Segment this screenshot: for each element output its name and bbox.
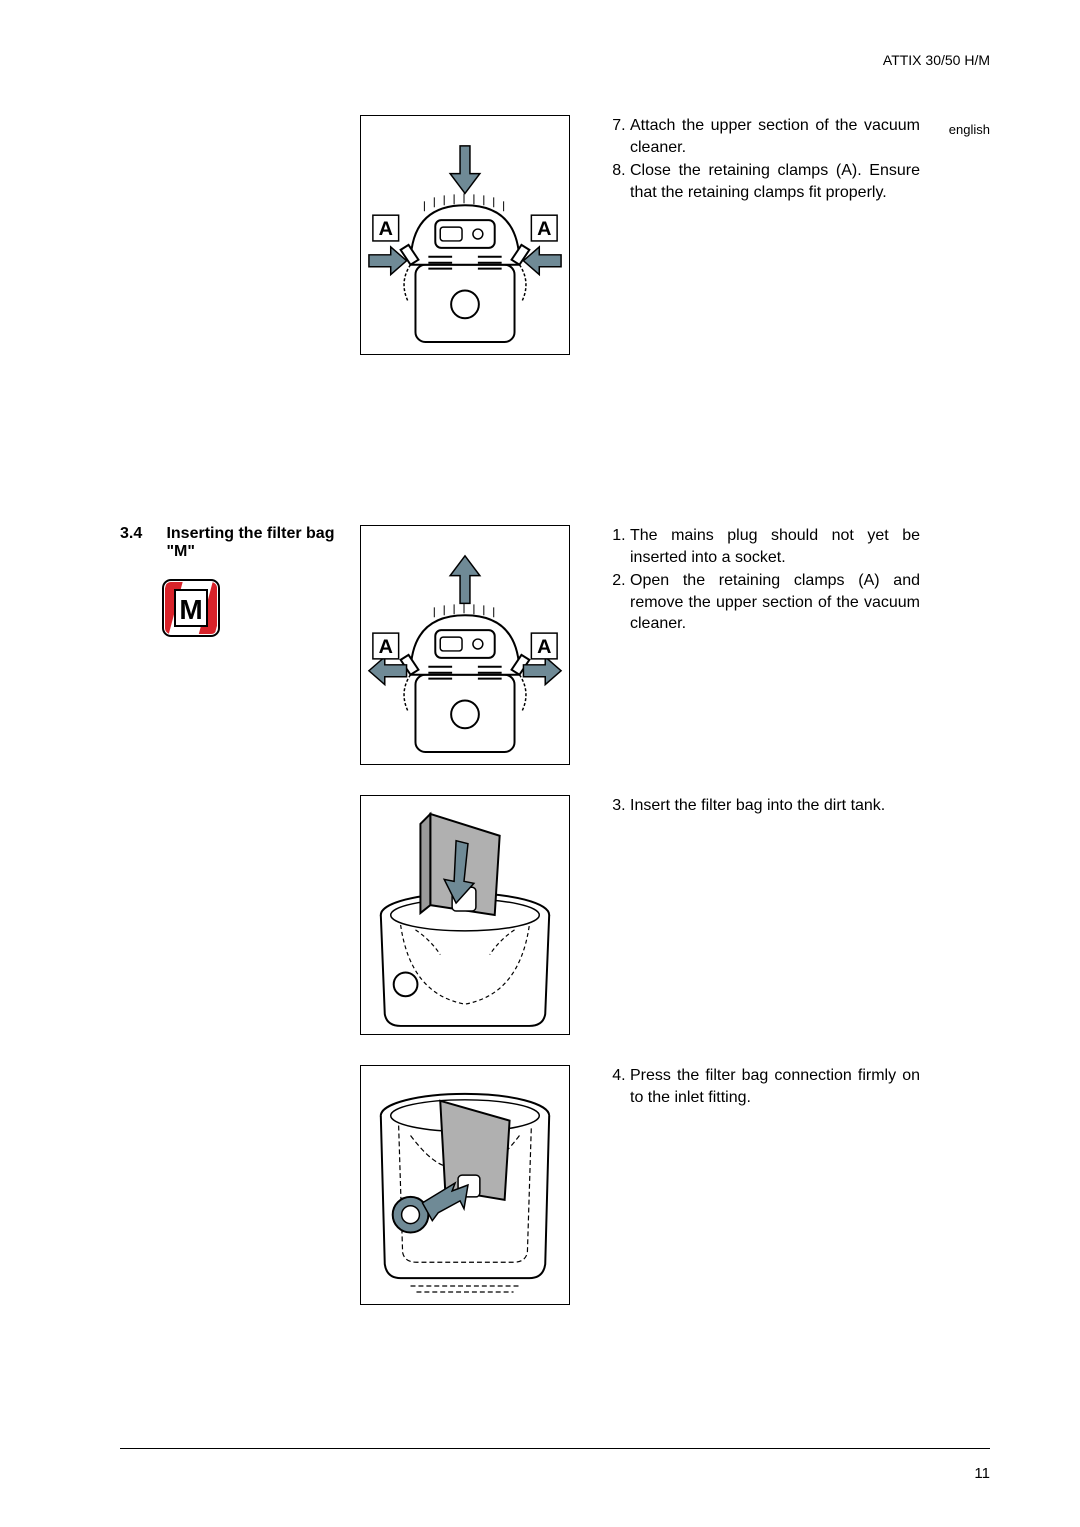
diagram-insert-bag bbox=[360, 795, 570, 1035]
step-8: Close the retaining clamps (A). Ensure t… bbox=[630, 160, 920, 203]
diagram-press-connection bbox=[360, 1065, 570, 1305]
class-m-icon: M bbox=[162, 579, 220, 637]
steps-4: Press the filter bag connection firmly o… bbox=[608, 1065, 920, 1108]
step-1: The mains plug should not yet be inserte… bbox=[630, 525, 920, 568]
svg-text:A: A bbox=[379, 636, 393, 658]
svg-text:A: A bbox=[537, 636, 551, 658]
diagram-attach-upper: A A bbox=[360, 115, 570, 355]
step-7: Attach the upper section of the vacuum c… bbox=[630, 115, 920, 158]
badge-letter: M bbox=[179, 594, 202, 625]
product-header: ATTIX 30/50 H/M bbox=[883, 52, 990, 68]
page-number: 11 bbox=[974, 1465, 990, 1482]
section-3-4-row3: Press the filter bag connection firmly o… bbox=[120, 1065, 990, 1305]
step-3: Insert the filter bag into the dirt tank… bbox=[630, 795, 920, 817]
label-a-left: A bbox=[379, 218, 393, 240]
section-top: A A Attach the upper section of the vacu… bbox=[120, 115, 990, 355]
steps-3: Insert the filter bag into the dirt tank… bbox=[608, 795, 920, 817]
manual-page: ATTIX 30/50 H/M english bbox=[0, 0, 1080, 1527]
section-3-4-row1: 3.4 Inserting the filter bag "M" bbox=[120, 525, 990, 765]
section-title: Inserting the filter bag "M" bbox=[166, 525, 336, 561]
label-a-right: A bbox=[537, 218, 551, 240]
steps-1-2: The mains plug should not yet be inserte… bbox=[608, 525, 920, 635]
section-3-4-row2: Insert the filter bag into the dirt tank… bbox=[120, 795, 990, 1035]
step-4: Press the filter bag connection firmly o… bbox=[630, 1065, 920, 1108]
step-2: Open the retaining clamps (A) and remove… bbox=[630, 570, 920, 635]
diagram-open-clamps: A A bbox=[360, 525, 570, 765]
language-label: english bbox=[949, 122, 990, 137]
steps-7-8: Attach the upper section of the vacuum c… bbox=[608, 115, 920, 203]
footer-rule bbox=[120, 1448, 990, 1449]
section-number: 3.4 bbox=[120, 525, 162, 543]
